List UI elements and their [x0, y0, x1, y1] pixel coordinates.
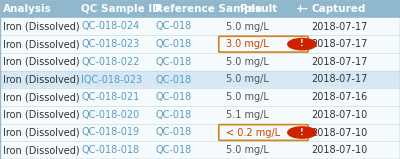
Text: 5.0 mg/L: 5.0 mg/L [226, 145, 269, 155]
Text: QC-018: QC-018 [155, 128, 192, 138]
Text: Iron (Dissolved): Iron (Dissolved) [3, 128, 80, 138]
Text: QC-018-018: QC-018-018 [81, 145, 139, 155]
Text: IQC-018-023: IQC-018-023 [81, 75, 142, 84]
Text: 3.0 mg/L: 3.0 mg/L [226, 39, 269, 49]
Text: !: ! [300, 39, 304, 48]
Text: 2018-07-17: 2018-07-17 [311, 57, 368, 67]
Text: Iron (Dissolved): Iron (Dissolved) [3, 21, 80, 31]
Text: 5.0 mg/L: 5.0 mg/L [226, 75, 269, 84]
Text: QC-018: QC-018 [155, 21, 192, 31]
Text: 5.1 mg/L: 5.1 mg/L [226, 110, 269, 120]
Bar [0, 88, 400, 106]
Bar [0, 141, 400, 159]
Circle shape [288, 38, 316, 50]
Text: QC-018: QC-018 [155, 92, 192, 102]
Text: QC Sample ID: QC Sample ID [81, 4, 161, 14]
Text: 5.0 mg/L: 5.0 mg/L [226, 57, 269, 67]
Text: +-: +- [296, 4, 308, 14]
Circle shape [288, 127, 316, 138]
Text: QC-018-019: QC-018-019 [81, 128, 139, 138]
Text: QC-018: QC-018 [155, 39, 192, 49]
Text: QC-018: QC-018 [155, 110, 192, 120]
Text: 2018-07-10: 2018-07-10 [311, 110, 368, 120]
Text: 5.0 mg/L: 5.0 mg/L [226, 21, 269, 31]
Text: 2018-07-17: 2018-07-17 [311, 21, 368, 31]
Text: QC-018-020: QC-018-020 [81, 110, 140, 120]
Text: Reference Sample: Reference Sample [155, 4, 262, 14]
Text: Iron (Dissolved): Iron (Dissolved) [3, 75, 80, 84]
Text: Analysis: Analysis [3, 4, 52, 14]
Text: Iron (Dissolved): Iron (Dissolved) [3, 39, 80, 49]
Text: 2018-07-17: 2018-07-17 [311, 75, 368, 84]
Bar [0, 71, 400, 88]
Bar [0, 124, 400, 141]
Bar [0, 35, 400, 53]
Text: Iron (Dissolved): Iron (Dissolved) [3, 145, 80, 155]
Text: QC-018: QC-018 [155, 145, 192, 155]
Text: 2018-07-10: 2018-07-10 [311, 145, 368, 155]
Text: Captured: Captured [311, 4, 366, 14]
Text: 5.0 mg/L: 5.0 mg/L [226, 92, 269, 102]
Text: Result: Result [240, 4, 278, 14]
Text: 2018-07-10: 2018-07-10 [311, 128, 368, 138]
Text: QC-018-021: QC-018-021 [81, 92, 140, 102]
Text: !: ! [300, 128, 304, 137]
Text: Iron (Dissolved): Iron (Dissolved) [3, 110, 80, 120]
Text: QC-018-023: QC-018-023 [81, 39, 140, 49]
Text: QC-018-024: QC-018-024 [81, 21, 140, 31]
Text: Iron (Dissolved): Iron (Dissolved) [3, 92, 80, 102]
Bar [0, 0, 400, 18]
Text: Iron (Dissolved): Iron (Dissolved) [3, 57, 80, 67]
Text: QC-018: QC-018 [155, 57, 192, 67]
Text: QC-018-022: QC-018-022 [81, 57, 140, 67]
Text: QC-018: QC-018 [155, 75, 192, 84]
Text: < 0.2 mg/L: < 0.2 mg/L [226, 128, 280, 138]
Bar [0, 106, 400, 124]
Text: 2018-07-17: 2018-07-17 [311, 39, 368, 49]
Bar [0, 53, 400, 71]
Text: 2018-07-16: 2018-07-16 [311, 92, 368, 102]
Bar [0, 18, 400, 35]
